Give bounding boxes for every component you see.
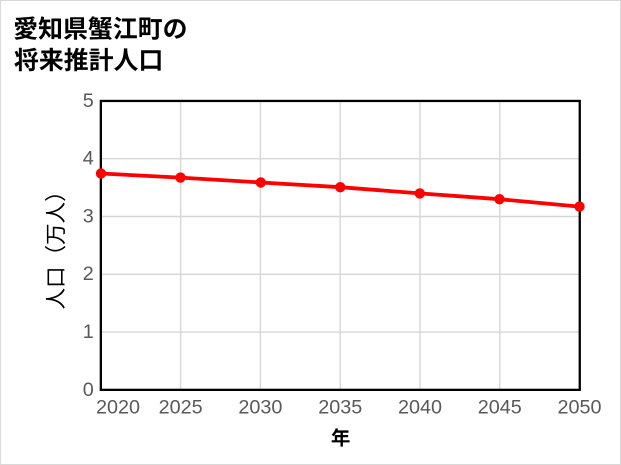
svg-text:0: 0 (83, 379, 94, 401)
svg-text:2040: 2040 (398, 396, 442, 418)
svg-text:2045: 2045 (478, 396, 522, 418)
svg-text:5: 5 (83, 90, 94, 112)
svg-text:2030: 2030 (238, 396, 282, 418)
svg-text:2025: 2025 (159, 396, 203, 418)
svg-text:2020: 2020 (96, 396, 140, 418)
svg-text:4: 4 (83, 148, 94, 170)
svg-text:1: 1 (83, 321, 94, 343)
svg-text:3: 3 (83, 205, 94, 227)
svg-text:2035: 2035 (318, 396, 362, 418)
svg-text:2: 2 (83, 263, 94, 285)
svg-text:2050: 2050 (557, 396, 601, 418)
